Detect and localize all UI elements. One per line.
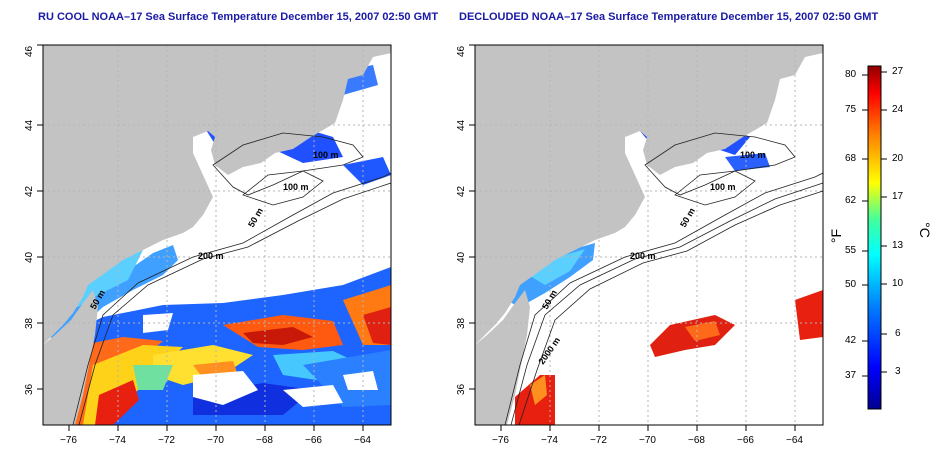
y-tick-label: 36 <box>24 383 35 395</box>
left-contours <box>72 132 392 426</box>
y-tick-label: 46 <box>456 45 467 57</box>
y-tick-label: 36 <box>456 383 467 395</box>
right-panel-title: DECLOUDED NOAA–17 Sea Surface Temperatur… <box>459 11 879 23</box>
y-tick-label: 42 <box>456 185 467 197</box>
x-tick-label: −74 <box>109 435 126 446</box>
c-tick-label: 20 <box>892 153 904 164</box>
y-tick-label: 46 <box>24 45 35 57</box>
x-tick-label: −66 <box>737 435 754 446</box>
y-tick-label: 42 <box>24 185 35 197</box>
x-tick-label: −76 <box>492 435 509 446</box>
contour-label: 200 m <box>630 251 656 261</box>
f-tick-label: 55 <box>845 245 857 256</box>
colorbar <box>862 65 887 410</box>
x-tick-label: −64 <box>354 435 371 446</box>
x-tick-label: −70 <box>207 435 224 446</box>
c-tick-label: 6 <box>895 328 901 339</box>
y-tick-label: 44 <box>456 119 467 131</box>
y-tick-label: 40 <box>24 251 35 263</box>
left-grid <box>43 45 391 425</box>
x-tick-label: −68 <box>256 435 273 446</box>
y-tick-label: 44 <box>24 119 35 131</box>
y-tick-label: 38 <box>456 317 467 329</box>
colorbar-gradient <box>867 65 882 410</box>
c-tick-label: 17 <box>892 191 904 202</box>
c-tick-label: 13 <box>892 240 904 251</box>
left-axes: −76 −74 −72 −70 −68 −66 −64 36 38 40 42 … <box>24 44 371 446</box>
x-tick-label: −70 <box>639 435 656 446</box>
x-tick-label: −64 <box>786 435 803 446</box>
fahrenheit-unit-label: °F <box>828 228 845 244</box>
left-panel-title: RU COOL NOAA–17 Sea Surface Temperature … <box>38 11 439 23</box>
x-tick-label: −74 <box>541 435 558 446</box>
x-tick-label: −72 <box>590 435 607 446</box>
c-tick-label: 3 <box>895 366 901 377</box>
y-tick-label: 40 <box>456 251 467 263</box>
f-tick-label: 42 <box>845 335 857 346</box>
f-tick-label: 80 <box>845 69 857 80</box>
contour-label: 100 m <box>740 150 766 160</box>
f-tick-label: 62 <box>845 195 857 206</box>
right-grid <box>475 45 823 425</box>
f-tick-label: 75 <box>845 104 857 115</box>
c-tick-label: 24 <box>892 104 904 115</box>
f-tick-label: 50 <box>845 279 857 290</box>
c-tick-label: 10 <box>892 278 904 289</box>
left-map: 100 m 100 m 50 m 200 m 50 m <box>42 44 392 426</box>
contour-label: 100 m <box>313 150 339 160</box>
f-tick-label: 37 <box>845 370 857 381</box>
x-tick-label: −66 <box>305 435 322 446</box>
c-tick-label: 27 <box>892 66 904 77</box>
celsius-unit-label: °C <box>916 222 933 238</box>
x-tick-label: −72 <box>158 435 175 446</box>
y-tick-label: 38 <box>24 317 35 329</box>
x-tick-label: −68 <box>688 435 705 446</box>
contour-label: 100 m <box>283 182 309 192</box>
contour-label: 200 m <box>198 251 224 261</box>
right-map: 100 m 100 m 50 m 200 m 50 m 2000 m <box>474 44 824 426</box>
f-tick-label: 68 <box>845 153 857 164</box>
right-axes: −76 −74 −72 −70 −68 −66 −64 36 38 40 42 … <box>456 44 803 446</box>
x-tick-label: −76 <box>60 435 77 446</box>
contour-label: 100 m <box>710 182 736 192</box>
right-contours <box>504 132 824 426</box>
